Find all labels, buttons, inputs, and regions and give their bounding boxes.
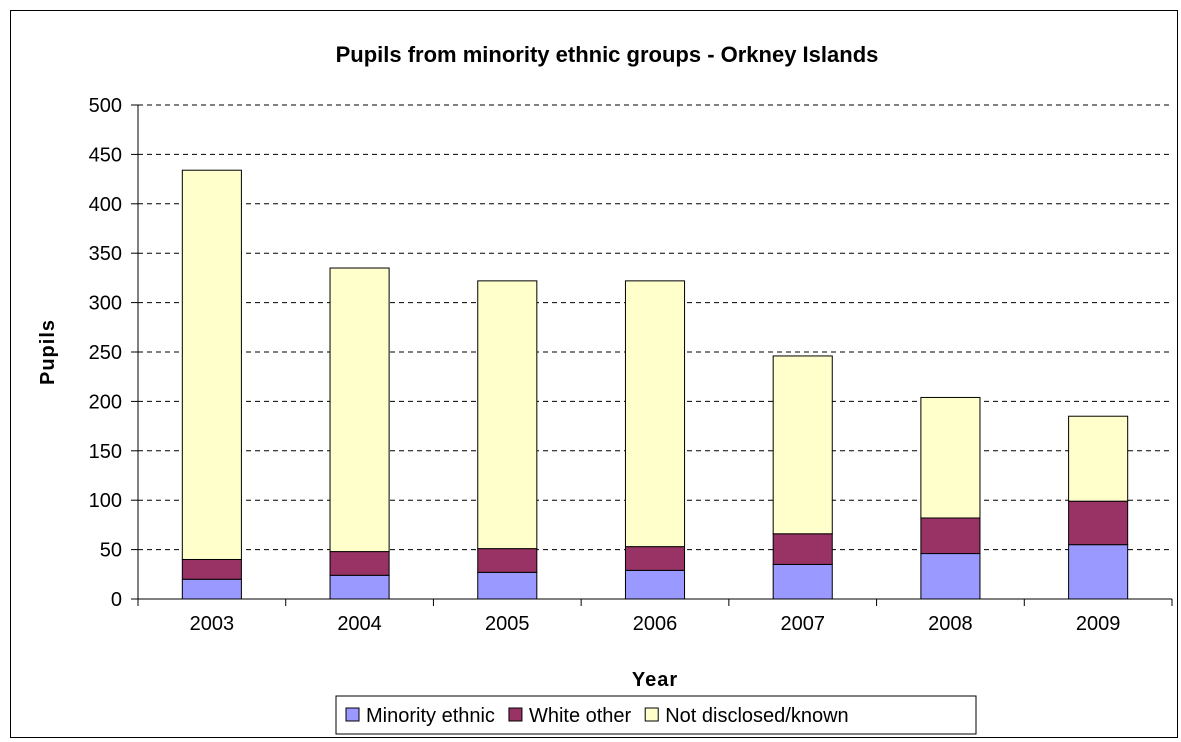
bar-segment: [181, 558, 242, 580]
bars: [181, 169, 1129, 600]
bar-segment: [920, 517, 981, 555]
y-tick-label: 300: [89, 293, 122, 315]
bar-segment: [1068, 500, 1129, 546]
bar-segment: [181, 169, 242, 560]
y-tick-label: 350: [89, 243, 122, 265]
y-tick-label: 0: [111, 589, 122, 611]
bar-segment: [920, 553, 981, 600]
bar-segment: [772, 355, 833, 535]
bar-segment: [329, 551, 390, 576]
bar-segment: [477, 280, 538, 550]
y-tick-label: 200: [89, 391, 122, 413]
axes: [131, 104, 1173, 606]
y-tick-label: 450: [89, 144, 122, 166]
legend-entry: White other: [529, 705, 632, 727]
y-tick-label: 250: [89, 342, 122, 364]
bar-segment: [772, 563, 833, 600]
chart-title: Pupils from minority ethnic groups - Ork…: [336, 42, 879, 67]
y-tick-label: 400: [89, 194, 122, 216]
bar-segment: [624, 280, 686, 548]
legend-swatch: [644, 707, 659, 722]
x-tick-label: 2007: [780, 613, 825, 635]
x-tick-labels: 2003 2004 2005 2006 2007 2008 2009: [190, 613, 1121, 635]
x-tick-label: 2008: [928, 613, 973, 635]
y-axis-label: Pupils: [37, 319, 59, 385]
x-tick-label: 2009: [1076, 613, 1121, 635]
bar-segment: [329, 267, 390, 553]
y-tick-label: 150: [89, 441, 122, 463]
x-axis-label: Year: [632, 669, 678, 691]
y-tick-labels: 0 50 100 150 200 250 300 350 400 450 500: [89, 95, 122, 611]
bar-segment: [181, 578, 242, 600]
x-tick-label: 2004: [337, 613, 382, 635]
bar-segment: [329, 574, 390, 600]
y-tick-label: 50: [100, 540, 122, 562]
legend-swatch: [508, 707, 523, 722]
legend-entry: Not disclosed/known: [665, 705, 848, 727]
y-tick-label: 500: [89, 95, 122, 117]
bar-segment: [624, 546, 686, 571]
bar-segment: [477, 548, 538, 573]
legend: Minority ethnic White other Not disclosed/…: [335, 695, 977, 735]
bar-segment: [477, 571, 538, 600]
bar-segment: [1068, 415, 1129, 502]
bar-segment: [772, 533, 833, 565]
legend-entry: Minority ethnic: [366, 705, 495, 727]
legend-swatch: [345, 707, 360, 722]
y-tick-label: 100: [89, 490, 122, 512]
x-tick-label: 2003: [190, 613, 235, 635]
bar-segment: [624, 569, 686, 600]
bar-segment: [1068, 544, 1129, 600]
bar-segment: [920, 396, 981, 519]
x-tick-label: 2005: [485, 613, 530, 635]
x-tick-label: 2006: [633, 613, 678, 635]
